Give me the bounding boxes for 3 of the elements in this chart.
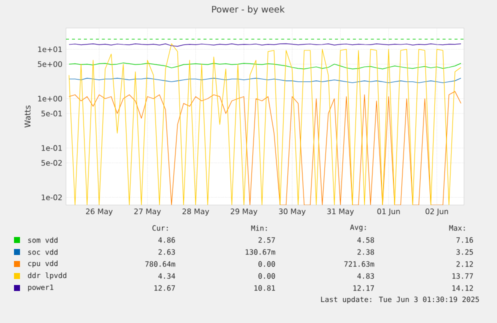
line-series [68,43,462,205]
chart-title: Power - by week [212,6,285,14]
line-series [68,62,462,70]
